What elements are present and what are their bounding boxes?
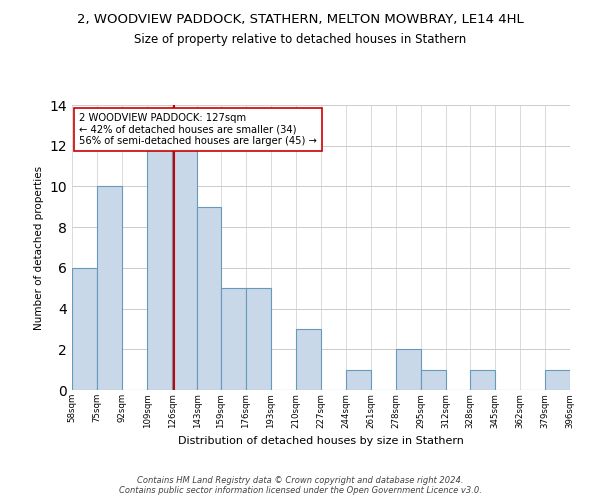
Bar <box>147 146 172 390</box>
Bar <box>72 268 97 390</box>
Bar <box>197 207 221 390</box>
Bar <box>172 146 197 390</box>
X-axis label: Distribution of detached houses by size in Stathern: Distribution of detached houses by size … <box>178 436 464 446</box>
Text: Size of property relative to detached houses in Stathern: Size of property relative to detached ho… <box>134 32 466 46</box>
Bar <box>545 370 570 390</box>
Bar <box>421 370 446 390</box>
Text: 2 WOODVIEW PADDOCK: 127sqm
← 42% of detached houses are smaller (34)
56% of semi: 2 WOODVIEW PADDOCK: 127sqm ← 42% of deta… <box>79 113 317 146</box>
Bar <box>346 370 371 390</box>
Bar <box>246 288 271 390</box>
Bar <box>97 186 122 390</box>
Bar <box>296 329 321 390</box>
Text: Contains HM Land Registry data © Crown copyright and database right 2024.
Contai: Contains HM Land Registry data © Crown c… <box>119 476 481 495</box>
Bar <box>221 288 246 390</box>
Text: 2, WOODVIEW PADDOCK, STATHERN, MELTON MOWBRAY, LE14 4HL: 2, WOODVIEW PADDOCK, STATHERN, MELTON MO… <box>77 12 523 26</box>
Bar <box>396 350 421 390</box>
Bar <box>470 370 495 390</box>
Y-axis label: Number of detached properties: Number of detached properties <box>34 166 44 330</box>
